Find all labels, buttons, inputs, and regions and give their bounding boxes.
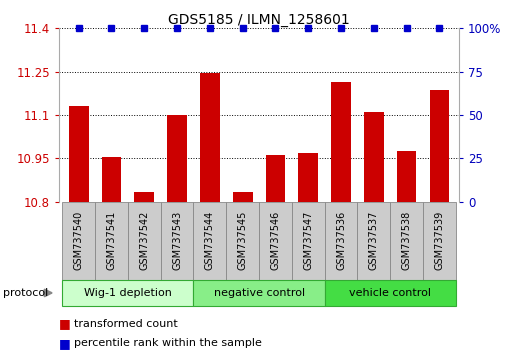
Bar	[102, 157, 121, 202]
Bar	[62, 280, 193, 306]
Text: Wig-1 depletion: Wig-1 depletion	[84, 288, 172, 298]
Text: GSM737541: GSM737541	[107, 211, 116, 270]
Bar	[134, 192, 154, 202]
Bar	[233, 192, 252, 202]
Text: ■: ■	[59, 318, 71, 330]
Text: GSM737537: GSM737537	[369, 211, 379, 270]
Bar	[95, 202, 128, 280]
Text: negative control: negative control	[213, 288, 305, 298]
Bar	[62, 202, 95, 280]
Bar	[331, 82, 351, 202]
Bar	[69, 106, 89, 202]
Bar	[358, 202, 390, 280]
Text: GSM737538: GSM737538	[402, 211, 411, 270]
Bar	[226, 202, 259, 280]
Text: GSM737544: GSM737544	[205, 211, 215, 270]
Text: vehicle control: vehicle control	[349, 288, 431, 298]
Bar	[200, 73, 220, 202]
Bar	[193, 202, 226, 280]
Bar	[128, 202, 161, 280]
Text: GSM737542: GSM737542	[139, 211, 149, 270]
Bar	[390, 202, 423, 280]
Text: transformed count: transformed count	[74, 319, 178, 329]
Text: GSM737547: GSM737547	[303, 211, 313, 270]
Bar	[266, 155, 285, 202]
Text: GSM737536: GSM737536	[336, 211, 346, 270]
Bar	[364, 112, 384, 202]
Text: GSM737539: GSM737539	[435, 211, 444, 270]
Bar	[167, 115, 187, 202]
Bar	[325, 202, 358, 280]
Bar	[292, 202, 325, 280]
Bar	[161, 202, 193, 280]
Bar	[299, 153, 318, 202]
Text: GSM737546: GSM737546	[270, 211, 281, 270]
Title: GDS5185 / ILMN_1258601: GDS5185 / ILMN_1258601	[168, 13, 350, 27]
Bar	[193, 280, 325, 306]
Bar	[397, 151, 417, 202]
Text: GSM737540: GSM737540	[74, 211, 84, 270]
Text: ■: ■	[59, 337, 71, 350]
Bar	[423, 202, 456, 280]
Text: GSM737545: GSM737545	[238, 211, 248, 270]
Bar	[325, 280, 456, 306]
Text: percentile rank within the sample: percentile rank within the sample	[74, 338, 262, 348]
Text: GSM737543: GSM737543	[172, 211, 182, 270]
Text: protocol: protocol	[3, 288, 48, 298]
Bar	[429, 91, 449, 202]
Bar	[259, 202, 292, 280]
